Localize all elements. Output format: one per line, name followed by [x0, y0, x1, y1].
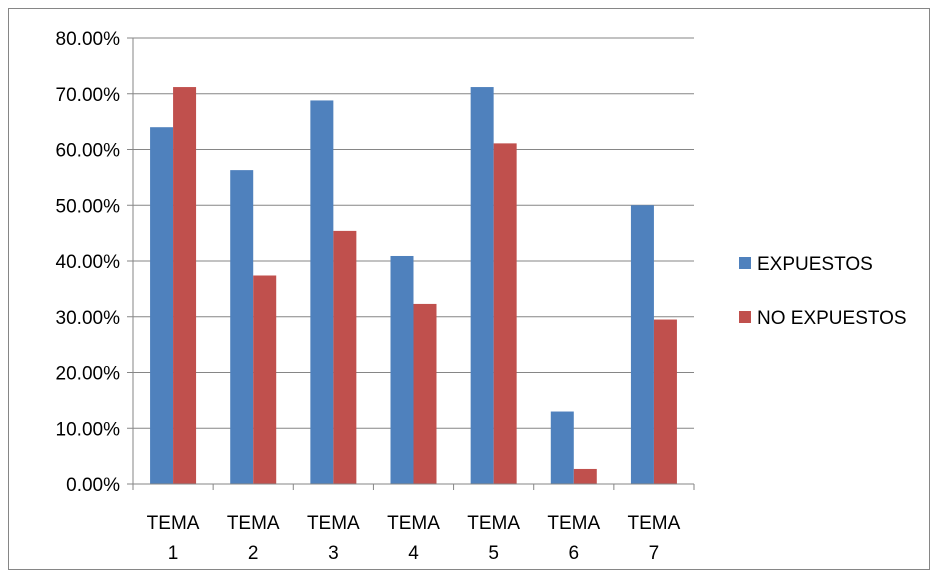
- y-tick-label: 30.00%: [56, 308, 121, 329]
- bar-expuestos-1: [150, 127, 174, 484]
- y-tick-label: 0.00%: [66, 475, 120, 496]
- y-tick-label: 10.00%: [56, 419, 121, 440]
- x-tick-label: TEMA 5: [467, 513, 520, 564]
- bars: [150, 87, 677, 484]
- x-tick-labels: TEMA 1 TEMA 2 TEMA 3 TEMA 4 TEMA 5 TEMA 6 TEMA 7: [147, 513, 681, 564]
- y-tick-label: 40.00%: [56, 252, 121, 273]
- bar-no-expuestos-5: [493, 143, 517, 484]
- y-tick-label: 80.00%: [56, 29, 121, 50]
- bar-expuestos-5: [470, 87, 494, 484]
- bar-no-expuestos-2: [253, 275, 277, 484]
- axes: [127, 37, 695, 490]
- legend: EXPUESTOS NO EXPUESTOS: [739, 254, 907, 329]
- x-tick-label: TEMA 1: [147, 513, 200, 564]
- bar-no-expuestos-6: [573, 468, 597, 484]
- legend-label: EXPUESTOS: [757, 254, 873, 275]
- legend-swatch: [739, 257, 751, 269]
- bar-no-expuestos-3: [333, 230, 357, 484]
- bar-no-expuestos-1: [173, 87, 197, 484]
- y-tick-labels: 0.00% 10.00% 20.00% 30.00% 40.00% 50.00% 60.00…: [56, 29, 121, 496]
- bar-no-expuestos-7: [653, 319, 677, 484]
- gridlines: [133, 37, 694, 429]
- y-tick-label: 20.00%: [56, 364, 121, 385]
- legend-swatch: [739, 311, 751, 323]
- y-tick-label: 50.00%: [56, 196, 121, 217]
- bar-no-expuestos-4: [413, 303, 437, 484]
- x-tick-label: TEMA 6: [547, 513, 600, 564]
- bar-expuestos-2: [230, 170, 254, 484]
- bar-expuestos-7: [630, 205, 654, 484]
- bar-expuestos-6: [550, 411, 574, 484]
- x-tick-label: TEMA 2: [227, 513, 280, 564]
- y-tick-label: 60.00%: [56, 141, 121, 162]
- x-tick-label: TEMA 3: [307, 513, 360, 564]
- bar-expuestos-3: [310, 100, 334, 484]
- x-tick-label: TEMA 7: [628, 513, 681, 564]
- legend-label: NO EXPUESTOS: [757, 308, 907, 329]
- x-tick-label: TEMA 4: [387, 513, 440, 564]
- bar-expuestos-4: [390, 255, 414, 484]
- y-tick-label: 70.00%: [56, 85, 121, 106]
